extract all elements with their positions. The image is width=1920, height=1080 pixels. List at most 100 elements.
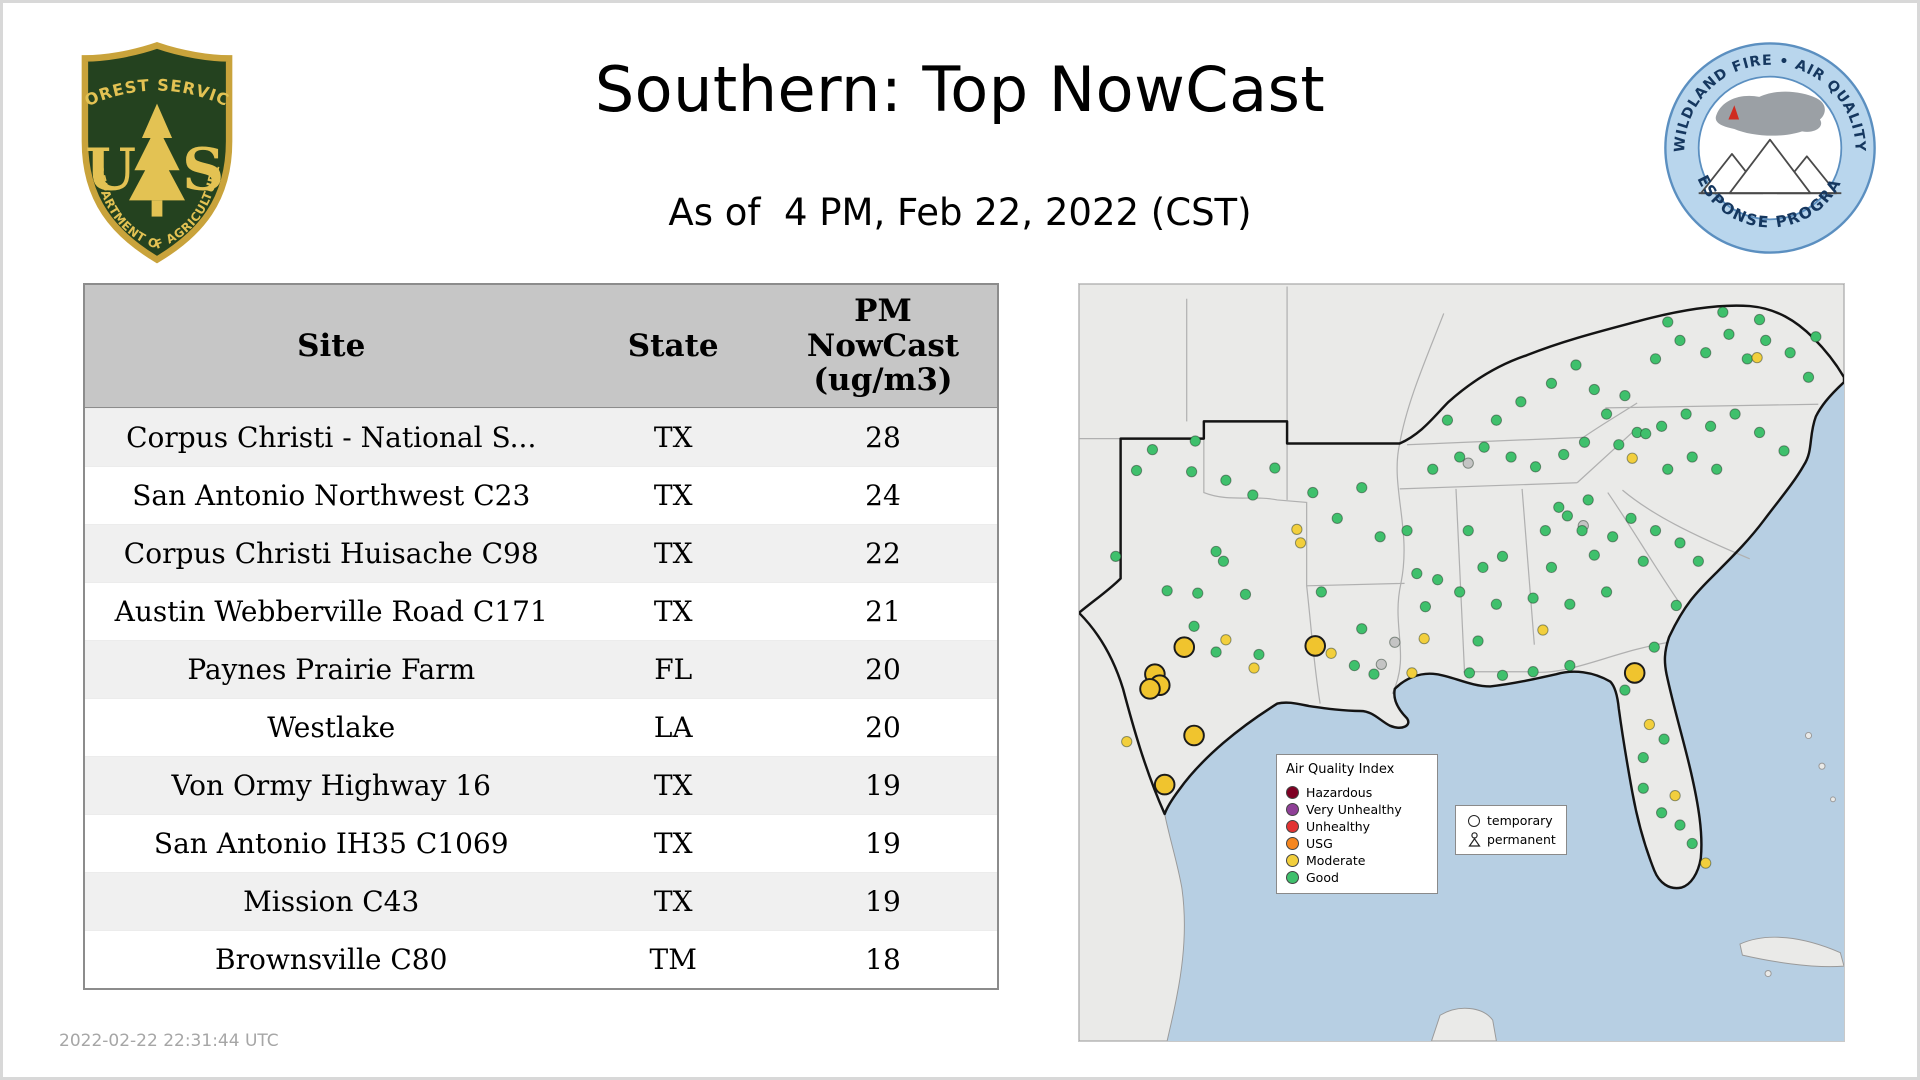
- aqi-legend: Air Quality Index Hazardous Very Unhealth…: [1276, 754, 1438, 894]
- site-cell: San Antonio Northwest C23: [132, 479, 531, 512]
- monitor-dot: [1619, 390, 1631, 402]
- monitor-dot: [1600, 586, 1613, 598]
- state-cell: TX: [653, 537, 693, 570]
- monitor-dot: [1496, 550, 1509, 563]
- monitor-dot: [1729, 408, 1741, 420]
- monitor-dot: [1374, 531, 1386, 543]
- monitor-dot: [1130, 464, 1143, 477]
- table-row: Mission C43 TX 19: [85, 872, 997, 930]
- monitor-dot: [1669, 789, 1681, 802]
- monitor-dot: [1220, 474, 1232, 486]
- monitor-dot: [1248, 662, 1260, 674]
- monitor-dot: [1496, 669, 1509, 682]
- monitor-dot: [1537, 624, 1549, 636]
- monitor-dot: [1239, 588, 1252, 601]
- monitor-dot: [1539, 524, 1551, 537]
- site-cell: Westlake: [267, 711, 396, 744]
- monitor-dot: [1625, 512, 1637, 524]
- table-row: Von Ormy Highway 16 TX 19: [85, 756, 997, 814]
- monitor-dot: [1753, 313, 1766, 326]
- monitor-dot: [1784, 347, 1796, 359]
- monitor-dot: [1478, 441, 1490, 453]
- monitor-dot: [1582, 494, 1594, 506]
- state-cell: TX: [653, 769, 693, 802]
- aqi-color-dot: [1286, 819, 1299, 833]
- mountains-icon: [1698, 138, 1842, 195]
- monitor-dot: [1185, 466, 1198, 478]
- nowcast-cell: 18: [865, 943, 901, 976]
- monitor-dot: [1686, 451, 1698, 463]
- monitor-dot: [1527, 666, 1539, 678]
- aqi-label: Unhealthy: [1306, 818, 1371, 834]
- monitor-dot: [1454, 586, 1466, 598]
- nowcast-cell: 28: [865, 421, 901, 454]
- monitor-dot: [1637, 555, 1649, 567]
- us-south-map: [1079, 284, 1844, 1041]
- nowcast-cell: 24: [865, 479, 901, 512]
- aqi-legend-item: USG: [1286, 835, 1428, 852]
- monitor-dot: [1389, 636, 1401, 648]
- monitor-dot: [1294, 537, 1307, 549]
- temporary-monitor-dot: [1153, 773, 1176, 796]
- monitor-dot: [1432, 574, 1444, 586]
- nowcast-cell: 20: [865, 711, 901, 744]
- monitor-dot: [1146, 443, 1159, 456]
- monitor-dot: [1711, 463, 1723, 475]
- state-cell: TX: [653, 421, 693, 454]
- monitor-dot: [1217, 555, 1230, 567]
- marker-legend-item: temporary: [1466, 811, 1556, 830]
- monitor-dot: [1545, 561, 1558, 574]
- aqi-legend-item: Good: [1286, 869, 1428, 886]
- monitor-dot: [1477, 561, 1489, 574]
- monitor-dot: [1454, 451, 1466, 463]
- monitor-dot: [1472, 635, 1484, 647]
- monitor-dot: [1527, 592, 1539, 604]
- monitor-dot: [1253, 648, 1265, 661]
- monitor-dot: [1188, 620, 1200, 632]
- forest-service-logo: FOREST SERVICE U S DEPARTMENT OF AGRICUL…: [65, 39, 233, 264]
- aqi-color-dot: [1286, 870, 1299, 884]
- temporary-monitor-dot: [1173, 636, 1196, 658]
- generated-timestamp: 2022-02-22 22:31:44 UTC: [59, 1031, 279, 1051]
- page-subtitle: As of 4 PM, Feb 22, 2022 (CST): [668, 191, 1252, 234]
- aqi-legend-item: Very Unhealthy: [1286, 801, 1428, 818]
- monitor-dot: [1649, 353, 1662, 365]
- monitor-dot: [1655, 420, 1668, 432]
- monitor-dot: [1674, 819, 1686, 831]
- monitor-dot: [1670, 599, 1682, 612]
- monitor-dot: [1810, 331, 1822, 343]
- nowcast-cell: 19: [865, 885, 901, 918]
- monitor-dot: [1674, 537, 1686, 549]
- monitor-dot: [1751, 351, 1763, 364]
- monitor-dot: [1564, 659, 1576, 672]
- monitor-dot: [1648, 641, 1660, 653]
- monitor-dot: [1401, 524, 1413, 537]
- state-cell: TM: [649, 943, 697, 976]
- monitor-dot: [1637, 782, 1649, 794]
- state-cell: FL: [654, 653, 693, 686]
- table-row: Austin Webberville Road C171 TX 21: [85, 582, 997, 640]
- aqi-color-dot: [1286, 853, 1299, 867]
- monitor-dot: [1462, 524, 1474, 537]
- southern-region-outline: [1079, 304, 1844, 890]
- nowcast-cell: 21: [865, 595, 901, 628]
- monitor-dot: [1192, 587, 1204, 599]
- monitor-dot: [1649, 524, 1662, 537]
- monitor-dot: [1570, 359, 1582, 371]
- monitor-dot: [1643, 718, 1656, 731]
- site-cell: Mission C43: [243, 885, 420, 918]
- aqi-label: USG: [1306, 835, 1333, 851]
- monitor-dot: [1505, 451, 1517, 463]
- monitor-dot: [1619, 684, 1631, 696]
- monitor-dot: [1463, 667, 1476, 679]
- aqi-legend-item: Moderate: [1286, 852, 1428, 869]
- monitor-dot: [1110, 550, 1122, 563]
- monitor-dot: [1529, 461, 1542, 473]
- aqi-color-dot: [1286, 785, 1299, 799]
- monitor-dot: [1368, 668, 1380, 680]
- monitor-dot: [1189, 435, 1201, 447]
- column-header-state: State: [627, 328, 719, 364]
- table-row: Westlake LA 20: [85, 698, 997, 756]
- aqi-color-dot: [1286, 836, 1299, 850]
